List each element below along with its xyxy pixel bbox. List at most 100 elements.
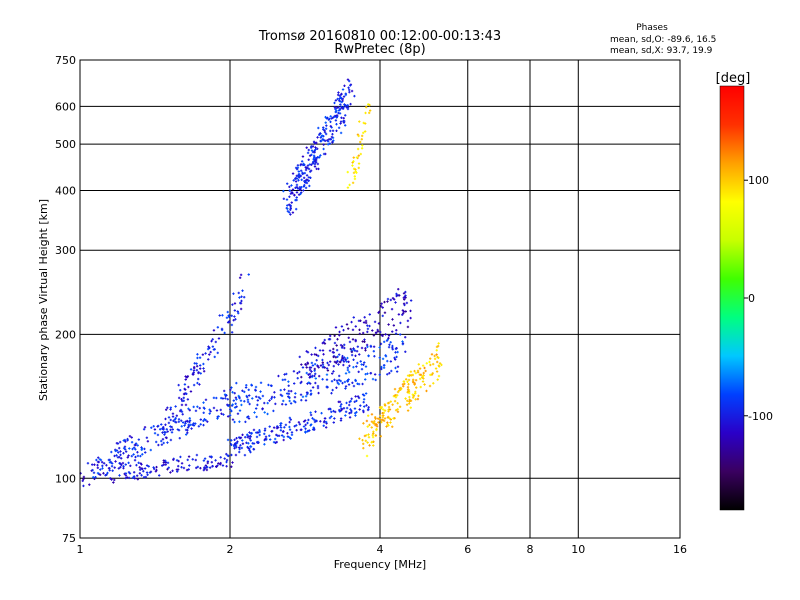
data-point <box>354 379 357 383</box>
data-point <box>288 195 291 198</box>
data-point <box>382 414 385 417</box>
data-point <box>348 416 352 419</box>
data-point <box>306 164 310 167</box>
data-point <box>309 423 313 426</box>
data-point <box>362 446 365 450</box>
data-point <box>358 437 361 440</box>
data-point <box>438 362 442 365</box>
data-point <box>170 431 174 434</box>
data-point <box>162 428 165 431</box>
data-point <box>255 395 258 398</box>
data-point <box>393 394 396 397</box>
data-point <box>283 378 287 381</box>
data-point <box>423 383 426 386</box>
data-point <box>375 428 378 432</box>
data-point <box>230 386 233 389</box>
data-point <box>314 377 318 380</box>
data-point <box>346 366 350 370</box>
data-point <box>290 389 293 393</box>
data-point <box>322 353 325 356</box>
data-point <box>288 420 291 424</box>
data-point <box>225 460 228 464</box>
data-point <box>150 426 153 429</box>
data-point <box>289 402 293 405</box>
data-point <box>337 126 341 130</box>
data-point <box>325 367 329 370</box>
data-point <box>311 364 315 367</box>
data-point <box>166 441 169 444</box>
data-point <box>414 392 417 395</box>
data-point <box>297 421 301 424</box>
data-point <box>326 140 330 143</box>
data-point <box>117 451 120 454</box>
data-point <box>386 416 390 419</box>
data-point <box>324 115 327 119</box>
data-point <box>160 464 164 467</box>
data-point <box>301 395 305 398</box>
data-point <box>202 468 206 472</box>
data-point <box>239 399 243 402</box>
stats-line-x: mean, sd,X: 93.7, 19.9 <box>610 46 713 56</box>
data-point <box>361 144 364 147</box>
data-point <box>215 396 218 400</box>
data-point <box>321 341 324 345</box>
data-point <box>223 457 226 460</box>
data-point <box>366 327 370 331</box>
data-point <box>348 364 351 368</box>
data-point <box>106 471 109 475</box>
data-point <box>356 361 359 365</box>
data-point <box>329 115 332 118</box>
data-point <box>252 442 256 445</box>
data-point <box>133 458 137 462</box>
data-point <box>182 399 185 403</box>
x-tick-label: 8 <box>527 543 534 556</box>
data-point <box>404 350 407 353</box>
data-point <box>369 371 373 375</box>
data-point <box>123 438 127 442</box>
data-point <box>96 460 100 464</box>
data-point <box>283 426 286 429</box>
data-point <box>297 193 301 196</box>
data-point <box>383 409 387 412</box>
data-point <box>158 428 162 431</box>
data-point <box>330 135 334 139</box>
data-point <box>319 420 322 423</box>
data-point <box>132 471 136 474</box>
data-point <box>394 332 398 335</box>
data-point <box>386 373 389 376</box>
data-point <box>160 439 163 443</box>
data-point <box>377 421 380 424</box>
data-point <box>374 378 377 382</box>
data-point <box>355 411 358 414</box>
data-point <box>132 453 135 456</box>
data-point <box>368 103 371 107</box>
data-point <box>181 421 185 424</box>
data-point <box>230 453 233 457</box>
data-point <box>348 183 351 187</box>
data-point <box>132 446 136 449</box>
data-point <box>313 162 317 166</box>
data-point <box>251 397 254 400</box>
data-point <box>163 433 166 436</box>
data-point <box>325 378 329 381</box>
data-point <box>348 340 352 344</box>
data-point <box>283 388 286 391</box>
data-point <box>415 386 418 389</box>
data-point <box>381 306 384 309</box>
data-point <box>396 408 399 411</box>
data-point <box>93 477 96 481</box>
data-point <box>309 382 312 385</box>
data-point <box>417 363 420 366</box>
data-point <box>383 417 387 420</box>
data-point <box>391 403 394 406</box>
data-point <box>342 95 346 98</box>
data-point <box>394 301 397 304</box>
data-point <box>309 411 312 414</box>
data-point <box>230 331 234 334</box>
data-point <box>379 304 383 308</box>
data-point <box>143 467 147 470</box>
data-point <box>232 399 235 402</box>
data-point <box>187 468 190 471</box>
data-point <box>379 330 382 334</box>
data-point <box>280 434 284 437</box>
